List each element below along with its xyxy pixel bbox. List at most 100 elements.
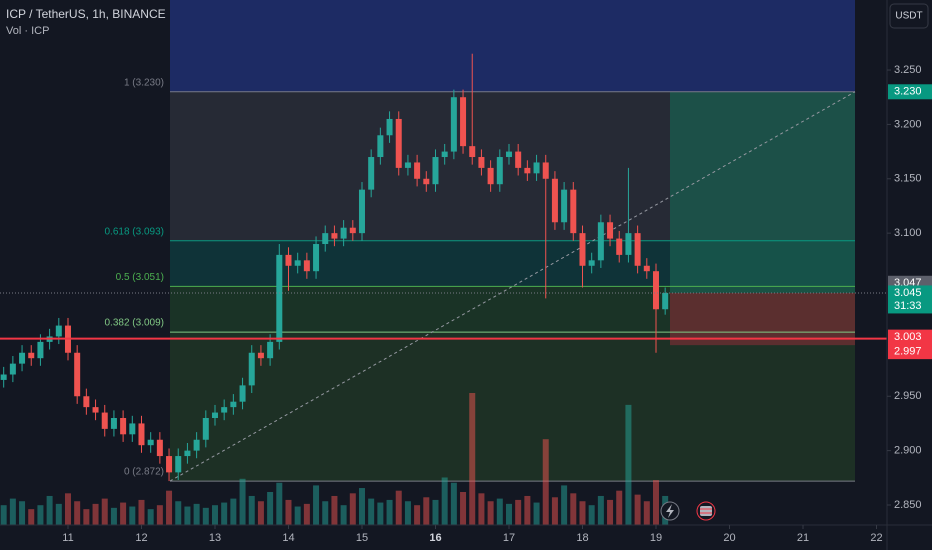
candle-body <box>496 157 503 185</box>
candle-body <box>441 151 448 158</box>
volume-bar <box>414 505 421 525</box>
volume-bar <box>221 502 228 525</box>
volume-bar <box>239 478 246 525</box>
x-tick-label: 11 <box>62 532 73 544</box>
volume-bar <box>478 493 485 525</box>
candle-body <box>101 412 108 429</box>
candle-body <box>551 178 558 223</box>
candle-body <box>395 118 402 168</box>
candle-body <box>110 417 117 429</box>
candle-body <box>561 189 568 223</box>
candle-body <box>129 423 136 435</box>
volume-bar <box>276 482 283 525</box>
volume-bar <box>460 492 467 525</box>
volume-bar <box>533 502 540 525</box>
volume-bar <box>129 506 136 525</box>
fib-level-label: 1 (3.230) <box>124 77 164 88</box>
candle-body <box>221 407 228 413</box>
volume-bar <box>616 490 623 525</box>
candle-body <box>313 244 320 272</box>
candle-body <box>487 167 494 185</box>
y-tick-label: 3.150 <box>894 173 922 185</box>
volume-bar <box>46 495 53 525</box>
candle-body <box>267 341 274 359</box>
volume-bar <box>175 501 182 525</box>
candle-body <box>368 157 375 190</box>
volume-bar <box>74 501 81 525</box>
lightning-icon <box>666 504 674 518</box>
position-profit-zone <box>670 91 855 293</box>
event-icon[interactable] <box>660 501 680 521</box>
candle-body <box>248 352 255 386</box>
y-tick-label: 2.950 <box>894 390 922 402</box>
volume-bar <box>349 493 356 525</box>
candle-body <box>349 227 356 234</box>
volume-bar <box>524 495 531 525</box>
candle-body <box>331 233 338 239</box>
volume-bar <box>110 507 117 525</box>
volume-legend[interactable]: Vol · ICP <box>6 25 49 37</box>
x-tick-label: 21 <box>797 532 809 544</box>
candle-body <box>322 233 329 245</box>
volume-bar <box>156 505 163 525</box>
candle-body <box>239 385 246 402</box>
volume-bar <box>147 509 154 525</box>
volume-bar <box>570 493 577 525</box>
candle-body <box>138 423 145 446</box>
volume-bar <box>257 501 264 525</box>
candle-body <box>147 439 154 446</box>
volume-bar <box>634 494 641 525</box>
candle-body <box>450 97 457 152</box>
candle-body <box>662 292 669 310</box>
candle-body <box>202 417 209 440</box>
fib-trend-line <box>169 91 856 482</box>
countdown-label: 31:33 <box>894 300 922 312</box>
volume-bar <box>358 488 365 525</box>
candle-body <box>340 227 347 239</box>
volume-bar <box>597 495 604 525</box>
candle-body <box>184 450 191 457</box>
volume-bar <box>9 498 16 525</box>
x-tick-label: 12 <box>135 532 147 544</box>
currency-button[interactable] <box>889 3 929 29</box>
price-label: 2.997 <box>894 346 922 358</box>
symbol-title[interactable]: ICP / TetherUS, 1h, BINANCE <box>6 7 166 21</box>
candle-body <box>9 363 16 375</box>
position-loss-zone <box>670 292 855 346</box>
volume-bar <box>0 505 7 525</box>
candle-body <box>542 162 549 179</box>
x-tick-label: 19 <box>650 532 662 544</box>
volume-bar <box>294 506 301 525</box>
candle-body <box>358 189 365 234</box>
candle-body <box>74 352 81 397</box>
candle-body <box>28 352 35 359</box>
y-tick-label: 3.200 <box>894 118 922 130</box>
candle-body <box>616 238 623 255</box>
volume-bar <box>92 503 99 525</box>
fib-level-label: 0.382 (3.009) <box>105 318 165 329</box>
candle-body <box>533 162 540 174</box>
price-label-box <box>888 329 932 345</box>
volume-bar <box>285 499 292 525</box>
price-label-box <box>888 285 932 314</box>
x-tick-label: 14 <box>282 532 294 544</box>
volume-bar <box>211 505 218 525</box>
currency-label[interactable]: USDT <box>895 11 922 22</box>
volume-bar <box>432 499 439 525</box>
x-tick-label: 18 <box>576 532 588 544</box>
volume-bar <box>19 501 26 525</box>
candle-body <box>460 97 467 147</box>
volume-bar <box>267 492 274 525</box>
candle-body <box>175 456 182 473</box>
candle-body <box>166 456 173 473</box>
candle-body <box>0 374 7 380</box>
event-icon[interactable] <box>696 501 716 521</box>
y-tick-label: 2.900 <box>894 445 922 457</box>
candle-body <box>515 151 522 168</box>
candle-body <box>423 178 430 185</box>
price-label-box <box>888 344 932 360</box>
fib-zone <box>170 332 855 482</box>
